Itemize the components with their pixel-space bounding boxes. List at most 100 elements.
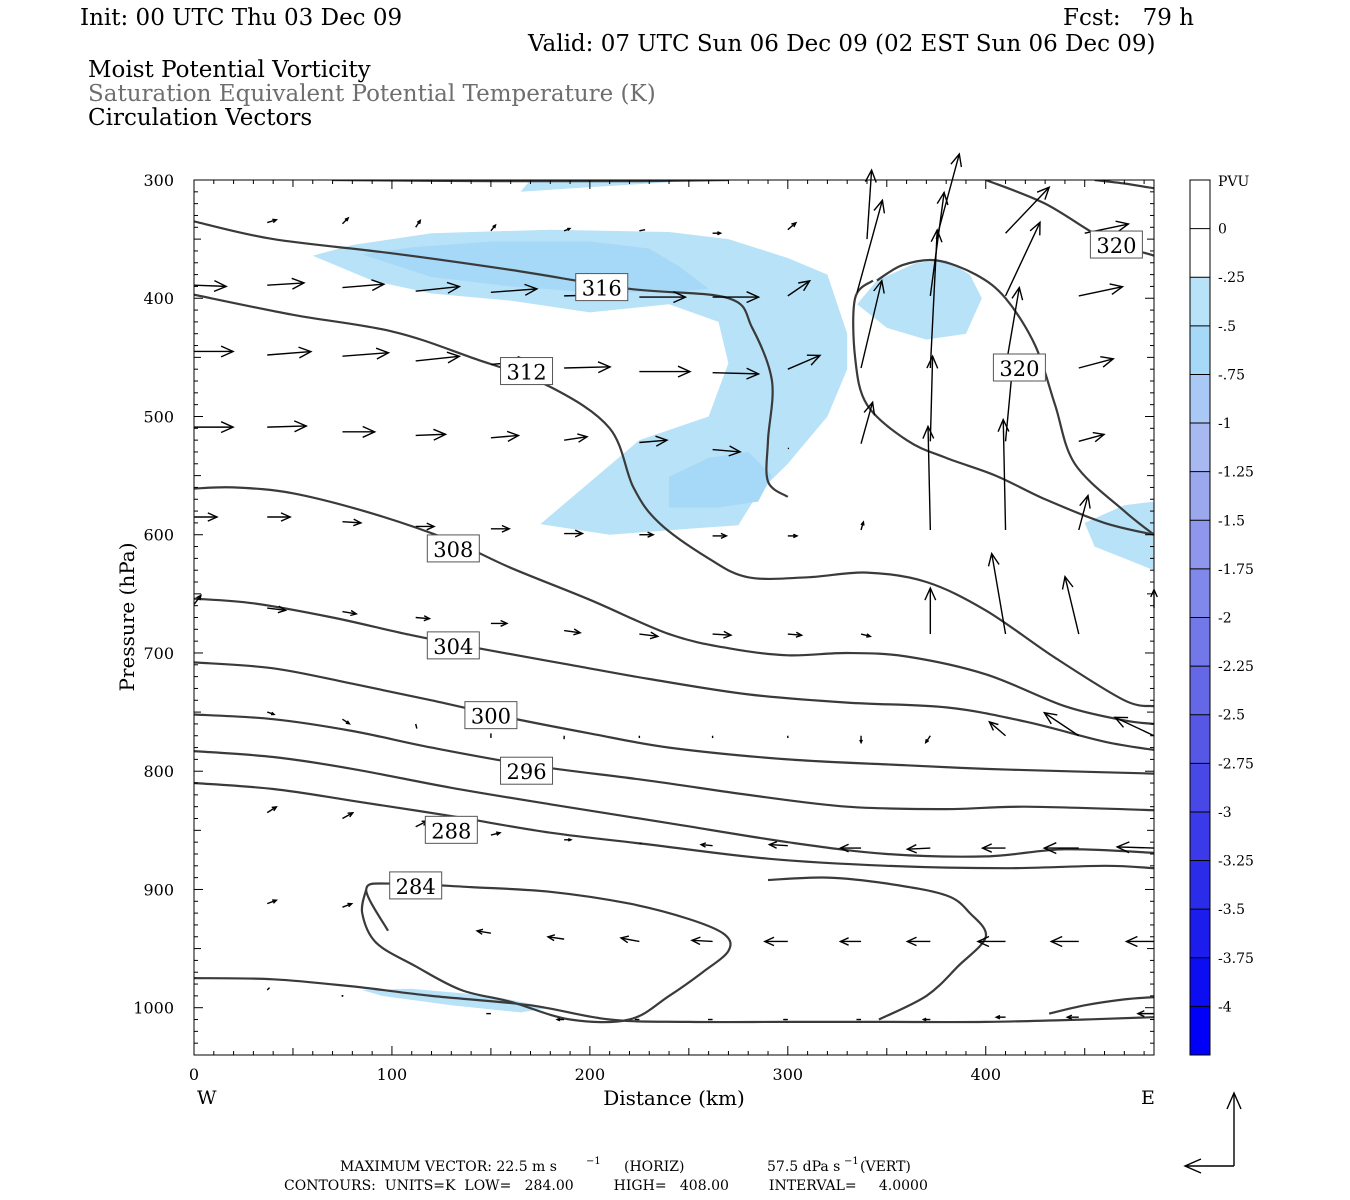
- circulation-vector: [563, 227, 572, 232]
- colorbar-swatch: [1190, 568, 1210, 618]
- x-tick-label: 100: [377, 1065, 408, 1084]
- colorbar-swatch: [1190, 520, 1210, 569]
- circulation-vector: [1115, 841, 1155, 854]
- circulation-vector: [415, 219, 422, 228]
- circulation-vector: [860, 633, 872, 638]
- circulation-vector: [490, 619, 509, 627]
- pv-region: [520, 180, 679, 192]
- field-title-1: Moist Potential Vorticity: [88, 57, 371, 83]
- circulation-vector: [194, 421, 235, 434]
- field-title-3: Circulation Vectors: [88, 105, 312, 131]
- circulation-vector: [838, 937, 862, 946]
- contour-label-text: 312: [506, 361, 546, 385]
- y-axis-title: Pressure (hPa): [115, 543, 139, 692]
- circulation-vector: [555, 1017, 565, 1022]
- axis-ticks: 0 100 200 300 400 300 400 500 600 700 800 900 1000: [133, 171, 1154, 1084]
- circulation-vector: [267, 346, 313, 359]
- circulation-vector: [1005, 185, 1051, 234]
- theta-contour-280: [1048, 996, 1154, 1015]
- colorbar-swatch: [1190, 1006, 1210, 1055]
- circulation-vector: [690, 936, 713, 946]
- circulation-vector: [699, 842, 713, 848]
- colorbar-level: -3: [1218, 805, 1232, 821]
- circulation-vector: [564, 628, 582, 636]
- circulation-vector: [639, 435, 669, 447]
- contour-label: 296: [500, 756, 554, 785]
- y-tick-label: 900: [143, 880, 174, 899]
- contour-label-text: 320: [1096, 234, 1136, 258]
- circulation-vector: [787, 279, 812, 297]
- reference-vector: [1183, 1091, 1242, 1174]
- circulation-vector: [415, 522, 436, 531]
- circulation-vector: [924, 735, 931, 745]
- vert-value: 57.5 dPa s: [767, 1159, 840, 1175]
- contour-label: 308: [426, 534, 480, 563]
- pv-region: [362, 988, 551, 1013]
- circulation-vector: [712, 445, 742, 457]
- circulation-vector: [266, 806, 278, 814]
- max-vector-label: MAXIMUM VECTOR: 22.5 m s: [340, 1159, 557, 1175]
- circulation-vector: [267, 218, 279, 224]
- circulation-vector: [712, 291, 761, 304]
- circulation-vector: [342, 811, 355, 820]
- theta-contour-284: [360, 882, 732, 1024]
- colorbar-swatch: [1190, 860, 1210, 910]
- circulation-vector: [767, 841, 788, 849]
- contour-label: 320: [992, 353, 1046, 382]
- circulation-vector: [838, 843, 862, 853]
- contour-label: 316: [575, 273, 629, 302]
- circulation-vector: [267, 512, 292, 522]
- circulation-vector: [988, 720, 1007, 737]
- horiz-unit-exp: −1: [586, 1156, 601, 1167]
- circulation-vector: [976, 935, 1006, 948]
- y-tick-label: 800: [143, 762, 174, 781]
- contour-label: 288: [424, 815, 478, 844]
- x-tick-label: 0: [189, 1065, 199, 1084]
- circulation-vector: [1042, 842, 1079, 855]
- circulation-vector: [787, 354, 822, 370]
- circulation-vector: [415, 615, 432, 622]
- circulation-vector: [905, 843, 931, 854]
- circulation-vector: [266, 987, 271, 991]
- x-tick-label: 200: [575, 1065, 606, 1084]
- circulation-vector: [415, 281, 462, 294]
- circulation-vector: [267, 605, 288, 614]
- circulation-vector: [415, 723, 418, 729]
- circulation-vector: [712, 231, 723, 236]
- circulation-vector: [266, 899, 278, 905]
- theta-contour-320: [852, 279, 1154, 536]
- vert-label: (VERT): [860, 1159, 911, 1175]
- circulation-vector: [342, 425, 377, 438]
- contour-label-text: 320: [999, 357, 1039, 381]
- contour-label-text: 288: [431, 819, 471, 843]
- colorbar-level: -.75: [1218, 367, 1245, 383]
- colorbar-level: -2.25: [1218, 659, 1254, 675]
- colorbar-level: -.25: [1218, 270, 1245, 286]
- colorbar-level: -2.5: [1218, 708, 1245, 724]
- circulation-vector: [639, 365, 692, 378]
- colorbar-swatch: [1190, 666, 1210, 715]
- circulation-vector: [564, 361, 612, 374]
- colorbar-swatch: [1190, 374, 1210, 424]
- contour-labels: 284 288 296 300 304 308 312 316 320 320: [389, 230, 1143, 900]
- contour-label: 304: [426, 631, 480, 660]
- y-tick-label: 300: [143, 171, 174, 190]
- circulation-vector: [860, 278, 885, 369]
- colorbar-swatch: [1190, 957, 1210, 1007]
- circulation-vector: [905, 936, 931, 947]
- horiz-label: (HORIZ): [624, 1159, 684, 1175]
- y-tick-label: 600: [143, 526, 174, 545]
- circulation-vector: [1078, 493, 1091, 531]
- circulation-vector: [924, 586, 937, 635]
- colorbar-level: -1.75: [1218, 562, 1254, 578]
- colorbar-level: -2.75: [1218, 756, 1254, 772]
- circulation-vector: [712, 532, 729, 540]
- circulation-vector: [342, 609, 358, 617]
- circulation-vector: [763, 936, 788, 947]
- circulation-vector: [787, 221, 798, 231]
- theta-contour-284: [767, 876, 988, 1021]
- colorbar-swatch: [1190, 228, 1210, 278]
- circulation-vector: [546, 934, 565, 942]
- valid-time: Valid: 07 UTC Sun 06 Dec 09 (02 EST Sun …: [527, 31, 1156, 57]
- circulation-vector: [194, 345, 235, 358]
